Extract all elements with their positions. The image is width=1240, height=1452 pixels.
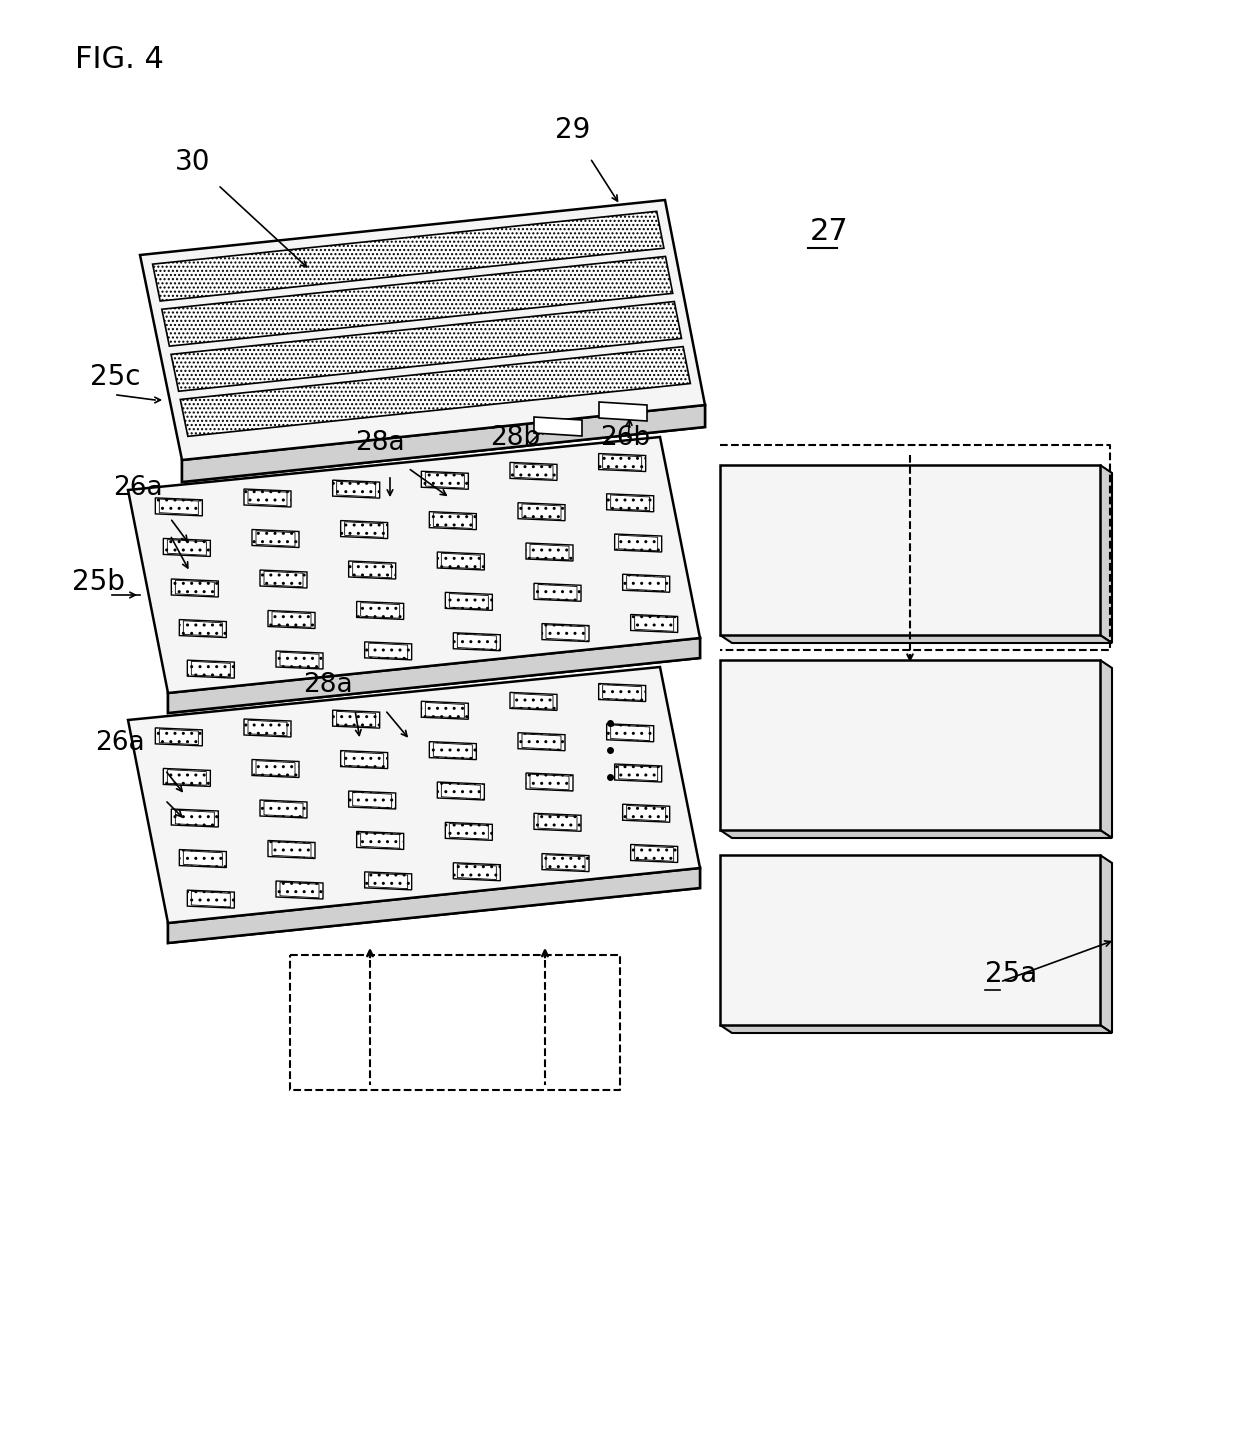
- Polygon shape: [180, 849, 227, 867]
- Text: 28b: 28b: [490, 425, 541, 452]
- Polygon shape: [171, 302, 682, 391]
- Text: 26b: 26b: [600, 425, 650, 452]
- Polygon shape: [187, 661, 234, 678]
- Polygon shape: [599, 402, 647, 421]
- Polygon shape: [164, 768, 211, 787]
- Polygon shape: [182, 405, 706, 482]
- Polygon shape: [720, 465, 1100, 635]
- Polygon shape: [1100, 465, 1112, 643]
- Polygon shape: [167, 637, 701, 713]
- Polygon shape: [534, 813, 582, 832]
- Polygon shape: [720, 855, 1100, 1025]
- Polygon shape: [599, 684, 646, 701]
- Polygon shape: [128, 437, 701, 693]
- Polygon shape: [422, 701, 469, 719]
- Polygon shape: [348, 791, 396, 809]
- Polygon shape: [542, 854, 589, 871]
- Polygon shape: [128, 666, 701, 923]
- Polygon shape: [171, 809, 218, 828]
- Polygon shape: [348, 560, 396, 579]
- Text: 25c: 25c: [91, 363, 140, 391]
- Polygon shape: [140, 200, 706, 460]
- Text: 25b: 25b: [72, 568, 125, 595]
- Polygon shape: [631, 845, 678, 862]
- Polygon shape: [332, 710, 379, 727]
- Polygon shape: [422, 472, 469, 489]
- Polygon shape: [599, 453, 646, 472]
- Polygon shape: [155, 727, 202, 746]
- Text: 26a: 26a: [95, 730, 145, 756]
- Polygon shape: [244, 489, 291, 507]
- Polygon shape: [438, 783, 485, 800]
- Polygon shape: [622, 804, 670, 822]
- Polygon shape: [510, 462, 557, 481]
- Polygon shape: [341, 751, 388, 768]
- Polygon shape: [606, 723, 653, 742]
- Polygon shape: [341, 521, 388, 539]
- Polygon shape: [510, 693, 557, 710]
- Polygon shape: [720, 635, 1112, 643]
- Polygon shape: [1100, 661, 1112, 838]
- Polygon shape: [171, 579, 218, 597]
- Text: 28a: 28a: [355, 430, 404, 456]
- Polygon shape: [155, 498, 202, 515]
- Polygon shape: [167, 637, 701, 713]
- Polygon shape: [244, 719, 291, 738]
- Polygon shape: [268, 841, 315, 858]
- Polygon shape: [518, 733, 565, 751]
- Polygon shape: [438, 552, 485, 571]
- Polygon shape: [720, 831, 1112, 838]
- Polygon shape: [357, 601, 404, 620]
- Polygon shape: [277, 650, 322, 669]
- Text: 28a: 28a: [303, 672, 352, 698]
- Polygon shape: [187, 890, 234, 908]
- Polygon shape: [153, 212, 663, 301]
- Polygon shape: [260, 571, 308, 588]
- Polygon shape: [518, 502, 565, 521]
- Polygon shape: [365, 642, 412, 659]
- Text: 29: 29: [556, 116, 590, 144]
- Polygon shape: [180, 347, 691, 437]
- Polygon shape: [164, 539, 211, 556]
- Text: 25a: 25a: [985, 960, 1037, 987]
- Polygon shape: [526, 543, 573, 560]
- Polygon shape: [622, 574, 670, 592]
- Polygon shape: [1100, 855, 1112, 1032]
- Polygon shape: [268, 610, 315, 629]
- Polygon shape: [526, 772, 573, 791]
- Polygon shape: [277, 881, 322, 899]
- Polygon shape: [542, 623, 589, 642]
- Text: 27: 27: [810, 216, 848, 245]
- Polygon shape: [182, 405, 706, 482]
- Polygon shape: [631, 614, 678, 633]
- Polygon shape: [445, 822, 492, 841]
- Text: 26a: 26a: [113, 475, 162, 501]
- Polygon shape: [454, 862, 500, 881]
- Polygon shape: [534, 417, 582, 436]
- Polygon shape: [162, 257, 673, 346]
- Text: 30: 30: [175, 148, 211, 176]
- Polygon shape: [429, 742, 476, 759]
- Polygon shape: [357, 832, 404, 849]
- Polygon shape: [167, 868, 701, 942]
- Polygon shape: [445, 592, 492, 610]
- Polygon shape: [534, 584, 582, 601]
- Polygon shape: [720, 661, 1100, 831]
- Polygon shape: [429, 511, 476, 530]
- Polygon shape: [252, 530, 299, 547]
- Polygon shape: [454, 633, 500, 650]
- Text: FIG. 4: FIG. 4: [74, 45, 164, 74]
- Polygon shape: [260, 800, 308, 817]
- Polygon shape: [167, 868, 701, 942]
- Polygon shape: [252, 759, 299, 777]
- Polygon shape: [180, 620, 227, 637]
- Polygon shape: [332, 481, 379, 498]
- Polygon shape: [365, 871, 412, 890]
- Polygon shape: [606, 494, 653, 511]
- Polygon shape: [720, 1025, 1112, 1032]
- Polygon shape: [615, 534, 662, 552]
- Polygon shape: [615, 764, 662, 783]
